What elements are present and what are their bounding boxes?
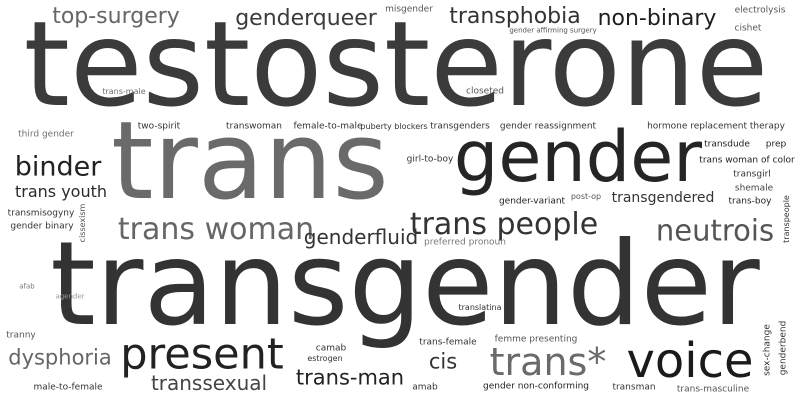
word-gender: gender bbox=[453, 116, 703, 198]
word-voice: voice bbox=[626, 333, 754, 389]
word-electrolysis: electrolysis bbox=[734, 5, 786, 16]
word-trans-asterisk: trans* bbox=[489, 340, 607, 384]
word-transwoman: transwoman bbox=[226, 121, 282, 132]
word-transphobia: transphobia bbox=[449, 4, 581, 29]
word-estrogen: estrogen bbox=[307, 354, 343, 363]
word-afab: afab bbox=[19, 282, 35, 291]
word-gender-reassignment: gender reassignment bbox=[499, 121, 597, 132]
word-transsexual: transsexual bbox=[150, 371, 268, 395]
word-misgender: misgender bbox=[385, 4, 433, 15]
word-genderqueer: genderqueer bbox=[235, 6, 377, 31]
word-girl-to-boy: girl-to-boy bbox=[406, 154, 454, 165]
word-agender: agender bbox=[55, 292, 85, 301]
word-translatina: translatina bbox=[458, 303, 502, 312]
word-trans: trans bbox=[111, 99, 389, 224]
word-neutrois: neutrois bbox=[655, 213, 775, 248]
word-trans-masculine: trans-masculine bbox=[676, 384, 750, 395]
word-trans-woman: trans woman bbox=[117, 212, 315, 247]
word-trans-boy: trans-boy bbox=[728, 196, 772, 207]
word-binder: binder bbox=[14, 151, 102, 183]
word-top-surgery: top-surgery bbox=[52, 4, 180, 29]
word-trans-female: trans-female bbox=[419, 337, 477, 348]
word-cis: cis bbox=[428, 349, 458, 374]
word-shemale: shemale bbox=[734, 183, 774, 194]
word-hormone-replacement-therapy: hormone replacement therapy bbox=[647, 121, 785, 132]
word-present: present bbox=[120, 329, 284, 380]
word-transgirl: transgirl bbox=[733, 169, 771, 180]
word-puberty-blockers: puberty blockers bbox=[360, 122, 428, 131]
word-non-binary: non-binary bbox=[597, 6, 717, 31]
word-prep: prep bbox=[765, 139, 787, 150]
word-tranny: tranny bbox=[6, 330, 36, 341]
word-cishet: cishet bbox=[734, 23, 762, 34]
word-gender-non-conforming: gender non-conforming bbox=[483, 381, 589, 392]
word-dysphoria: dysphoria bbox=[8, 345, 112, 370]
word-transgender: transgender bbox=[50, 217, 760, 352]
word-amab: amab bbox=[412, 382, 438, 393]
word-closeted: closeted bbox=[466, 86, 504, 97]
word-transmisogyny: transmisogyny bbox=[7, 208, 75, 219]
word-cissexism: cissexism bbox=[78, 203, 87, 243]
word-genderfluid: genderfluid bbox=[303, 225, 419, 249]
word-sex-change: sex-change bbox=[762, 324, 773, 376]
word-trans-man: trans-man bbox=[295, 365, 405, 390]
word-gender-affirming-surgery: gender affirming surgery bbox=[509, 26, 597, 35]
word-preferred-pronoun: preferred pronoun bbox=[424, 237, 506, 248]
word-transman: transman bbox=[612, 382, 656, 393]
word-trans-people: trans people bbox=[409, 207, 599, 242]
word-camab: camab bbox=[315, 343, 347, 354]
word-female-to-male: female-to-male bbox=[293, 121, 363, 132]
word-trans-youth: trans youth bbox=[14, 182, 108, 201]
word-transpeople: transpeople bbox=[782, 195, 791, 243]
word-gender-binary: gender binary bbox=[10, 221, 74, 232]
word-trans-male: trans-male bbox=[102, 87, 146, 96]
word-post-op: post-op bbox=[570, 192, 602, 201]
word-two-spirit: two-spirit bbox=[137, 121, 181, 132]
word-testosterone: testosterone bbox=[23, 0, 769, 133]
word-transgendered: transgendered bbox=[611, 190, 715, 206]
word-transgenders: transgenders bbox=[430, 121, 490, 132]
word-genderbend: genderbend bbox=[778, 320, 789, 376]
word-transdude: transdude bbox=[704, 139, 750, 150]
word-male-to-female: male-to-female bbox=[33, 382, 103, 393]
word-third-gender: third gender bbox=[18, 129, 74, 140]
word-trans-woman-of-color: trans woman of color bbox=[699, 155, 795, 166]
word-femme-presenting: femme presenting bbox=[494, 334, 578, 345]
word-gender-variant: gender-variant bbox=[498, 196, 566, 207]
